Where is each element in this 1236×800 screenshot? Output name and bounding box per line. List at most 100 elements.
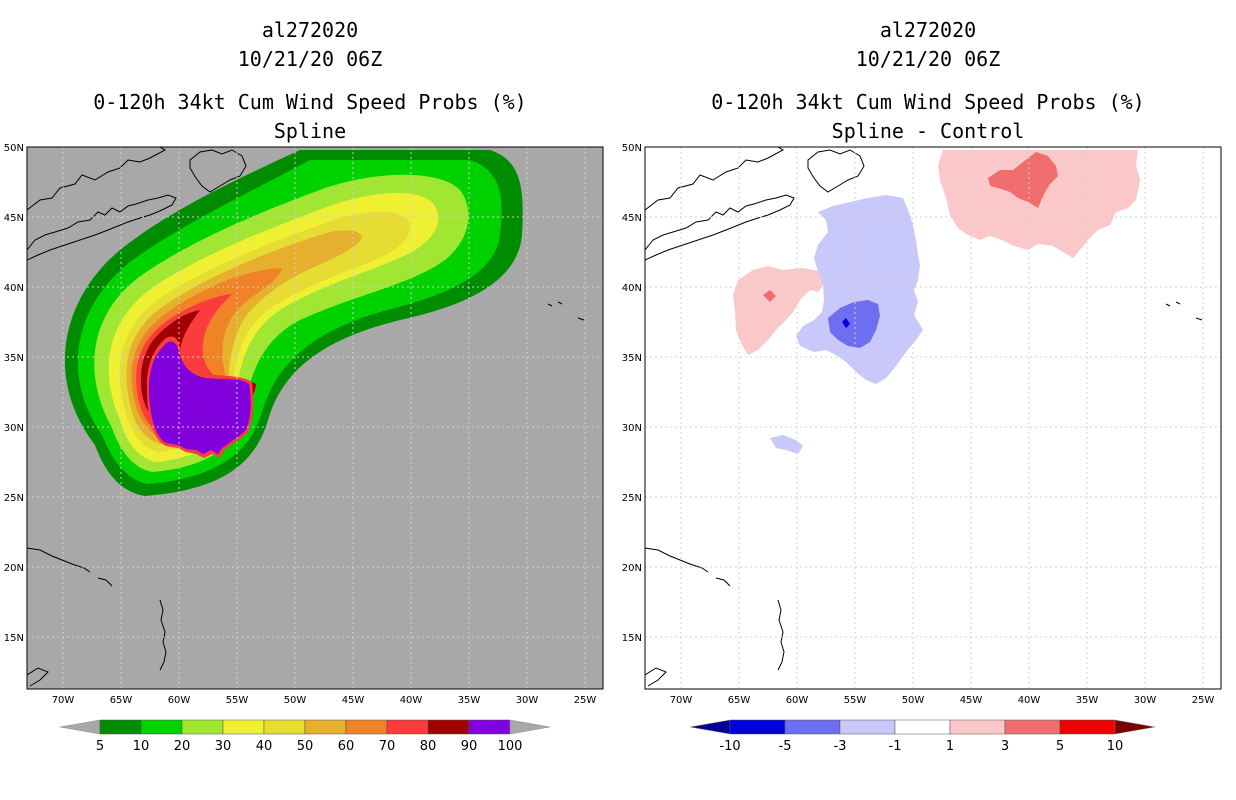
right-title-block: al272020 10/21/20 06Z 0-120h 34kt Cum Wi…	[648, 16, 1208, 146]
lat-tick-label: 40N	[4, 283, 24, 294]
lat-tick-label: 35N	[4, 353, 24, 364]
colorbar-box	[949, 719, 1006, 735]
left-title: 0-120h 34kt Cum Wind Speed Probs (%)	[93, 90, 527, 114]
right-title: 0-120h 34kt Cum Wind Speed Probs (%)	[711, 90, 1145, 114]
diff-pos3-west	[763, 290, 776, 302]
coast-azores	[547, 301, 585, 321]
diff-pos-west	[733, 266, 826, 355]
lon-tick-label: 65W	[110, 695, 133, 706]
coast-newfoundland	[807, 149, 865, 193]
colorbar-box	[140, 719, 183, 735]
coast-labrador	[27, 147, 167, 211]
right-difference-contours	[733, 150, 1140, 454]
lon-tick-label: 55W	[226, 695, 249, 706]
colorbar-box	[427, 719, 470, 735]
left-storm-id: al272020	[261, 18, 359, 42]
lon-tick-label: 70W	[670, 695, 693, 706]
colorbar-box	[386, 719, 429, 735]
left-title-block: al272020 10/21/20 06Z 0-120h 34kt Cum Wi…	[30, 16, 590, 146]
colorbar-label: 10	[1107, 739, 1124, 754]
lon-tick-label: 55W	[844, 695, 867, 706]
lon-tick-label: 35W	[458, 695, 481, 706]
colorbar-box	[1004, 719, 1061, 735]
right-colorbar: -10 -5 -3 -1 1 3 5 10	[689, 719, 1156, 754]
left-colorbar: 5 10 20 30 40 50 60 70 80 90 100	[59, 719, 551, 754]
left-axis-labels: 70W 65W 60W 55W 50W 45W 40W 35W 30W 25W 50N 45N 40N 3…	[4, 143, 597, 706]
coast-newfoundland	[189, 149, 247, 193]
left-coastlines	[27, 147, 585, 687]
colorbar-label: 90	[461, 739, 478, 754]
colorbar-label: -10	[719, 739, 740, 754]
colorbar-label: 5	[96, 739, 104, 754]
lon-tick-label: 40W	[400, 695, 423, 706]
right-subtitle: Spline - Control	[831, 119, 1025, 143]
coast-south-america	[645, 667, 667, 687]
left-subtitle: Spline	[273, 119, 347, 143]
colorbar-label: 10	[133, 739, 150, 754]
coast-maritimes	[27, 194, 177, 261]
right-axis-labels: 70W 65W 60W 55W 50W 45W 40W 35W 30W 25W 50N 45N 40N 3…	[622, 143, 1215, 706]
lat-tick-label: 50N	[4, 143, 24, 154]
colorbar-box	[894, 719, 951, 735]
lat-tick-label: 50N	[622, 143, 642, 154]
colorbar-box	[263, 719, 306, 735]
right-datetime: 10/21/20 06Z	[855, 47, 1001, 71]
colorbar-label: -5	[779, 739, 792, 754]
colorbar-label: 3	[1001, 739, 1009, 754]
lon-tick-label: 60W	[168, 695, 191, 706]
lon-tick-label: 30W	[516, 695, 539, 706]
right-map-background	[645, 147, 1221, 689]
colorbar-box	[99, 719, 142, 735]
lon-tick-label: 60W	[786, 695, 809, 706]
lat-tick-label: 20N	[4, 563, 24, 574]
colorbar-label: 50	[297, 739, 314, 754]
lon-tick-label: 40W	[1018, 695, 1041, 706]
diff-neg3-central	[828, 300, 880, 348]
colorbar-label: 80	[420, 739, 437, 754]
lon-tick-label: 50W	[902, 695, 925, 706]
right-coastlines	[645, 147, 1203, 687]
lat-tick-label: 20N	[622, 563, 642, 574]
colorbar-box	[304, 719, 347, 735]
diff-neg5-central	[842, 318, 850, 328]
left-grid	[27, 147, 603, 689]
coast-puerto-rico	[715, 577, 731, 587]
colorbar-label: -1	[889, 739, 902, 754]
coast-puerto-rico	[97, 577, 113, 587]
lat-tick-label: 15N	[4, 633, 24, 644]
colorbar-box	[784, 719, 841, 735]
lat-tick-label: 25N	[622, 493, 642, 504]
colorbar-box	[222, 719, 265, 735]
colorbar-box	[181, 719, 224, 735]
lon-tick-label: 65W	[728, 695, 751, 706]
colorbar-label: 20	[174, 739, 191, 754]
coast-maritimes	[645, 194, 795, 261]
colorbar-label: 40	[256, 739, 273, 754]
colorbar-over-arrow	[1114, 719, 1156, 735]
colorbar-label: 100	[498, 739, 523, 754]
colorbar-label: 60	[338, 739, 355, 754]
left-probability-contours	[64, 150, 523, 496]
colorbar-label: 70	[379, 739, 396, 754]
colorbar-label: 5	[1056, 739, 1064, 754]
colorbar-box	[1059, 719, 1116, 735]
left-datetime: 10/21/20 06Z	[237, 47, 383, 71]
coast-caribbean	[645, 547, 709, 573]
lat-tick-label: 40N	[622, 283, 642, 294]
lon-tick-label: 25W	[1192, 695, 1215, 706]
diff-pos3-north	[988, 152, 1058, 208]
lon-tick-label: 45W	[960, 695, 983, 706]
lat-tick-label: 25N	[4, 493, 24, 504]
lat-tick-label: 45N	[4, 213, 24, 224]
lon-tick-label: 35W	[1076, 695, 1099, 706]
lon-tick-label: 50W	[284, 695, 307, 706]
right-storm-id: al272020	[879, 18, 977, 42]
coast-labrador	[645, 147, 785, 211]
colorbar-over-arrow	[509, 719, 551, 735]
colorbar-label: -3	[834, 739, 847, 754]
lon-tick-label: 70W	[52, 695, 75, 706]
lon-tick-label: 45W	[342, 695, 365, 706]
lon-tick-label: 30W	[1134, 695, 1157, 706]
coast-caribbean	[27, 547, 91, 573]
diff-neg-south	[770, 435, 803, 454]
